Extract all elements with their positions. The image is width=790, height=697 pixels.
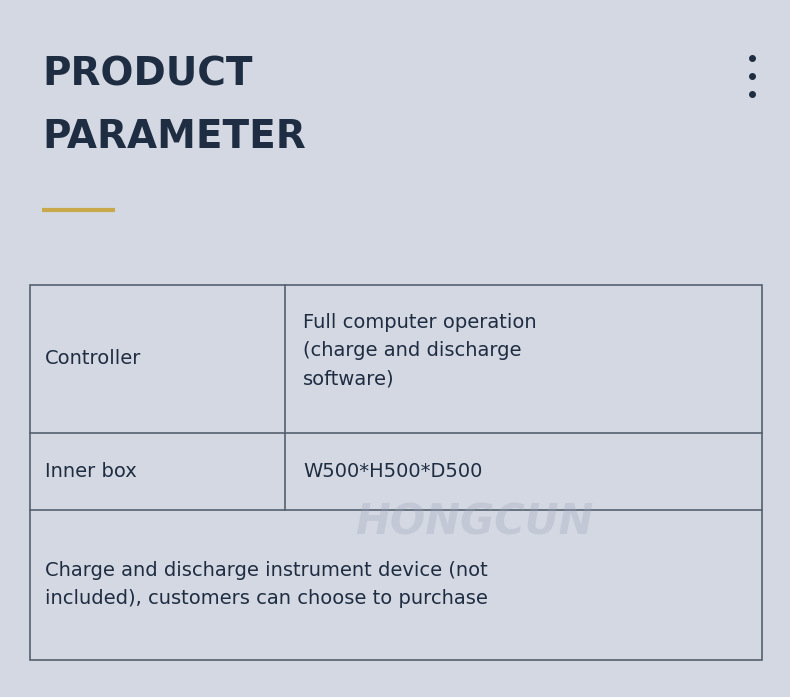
Text: PARAMETER: PARAMETER (42, 118, 306, 156)
Text: HONGCUN: HONGCUN (355, 502, 593, 544)
Bar (30, 285, 762, 660)
Text: W500*H500*D500: W500*H500*D500 (303, 462, 483, 481)
Text: Full computer operation
(charge and discharge
software): Full computer operation (charge and disc… (303, 314, 536, 388)
Text: Controller: Controller (45, 349, 141, 369)
Text: Inner box: Inner box (45, 462, 137, 481)
Text: PRODUCT: PRODUCT (42, 55, 253, 93)
Text: Charge and discharge instrument device (not
included), customers can choose to p: Charge and discharge instrument device (… (45, 562, 488, 608)
